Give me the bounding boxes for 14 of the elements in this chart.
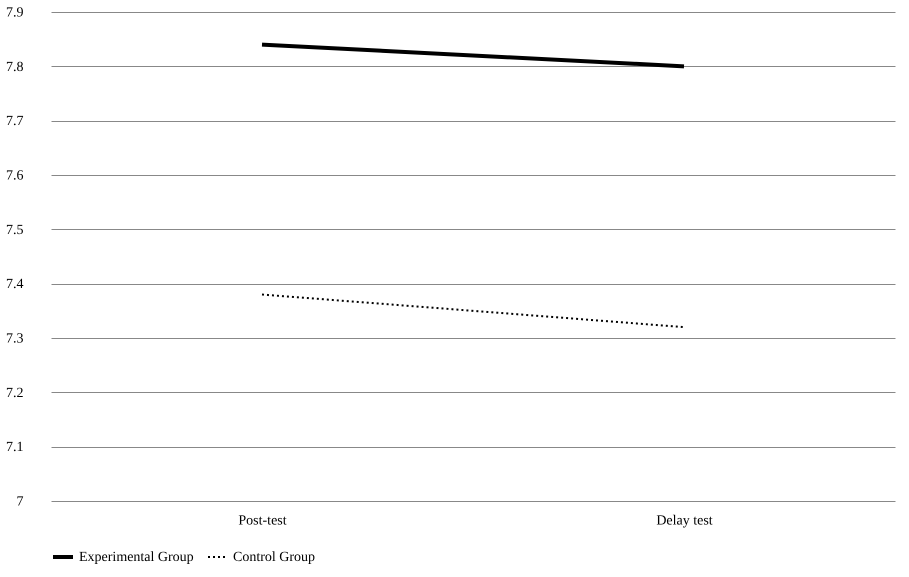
x-tick-label: Post-test: [238, 514, 287, 528]
legend-label: Control Group: [233, 550, 316, 565]
y-tick-label: 7.2: [6, 386, 24, 401]
y-tick-label: 7.7: [6, 114, 24, 130]
y-tick-label: 7.3: [6, 332, 24, 346]
y-tick-label: 7: [16, 494, 24, 510]
y-tick-label: 7.5: [6, 222, 24, 238]
legend-label: Experimental Group: [79, 550, 194, 565]
y-tick-label: 7.8: [6, 60, 24, 75]
y-tick-label: 7.9: [6, 6, 24, 20]
y-tick-label: 7.1: [6, 440, 24, 456]
x-tick-label: Delay test: [656, 514, 713, 528]
y-tick-label: 7.4: [6, 277, 24, 292]
y-tick-label: 7.6: [6, 168, 24, 184]
